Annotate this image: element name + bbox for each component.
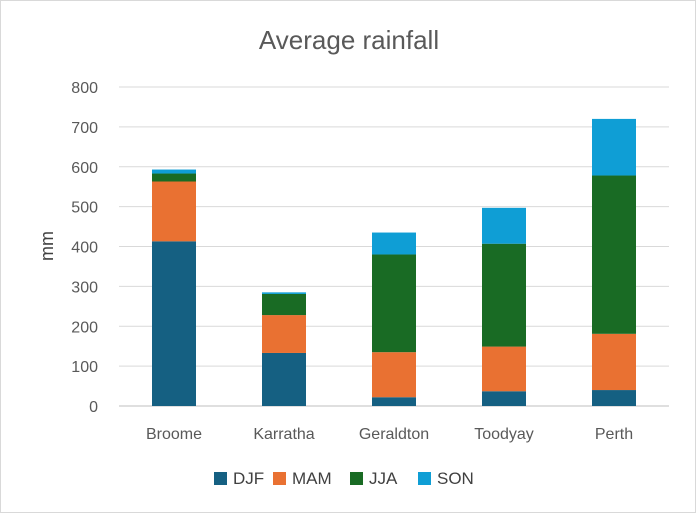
bar-djf-toodyay <box>482 391 526 406</box>
bar-son-geraldton <box>372 232 416 255</box>
bar-mam-perth <box>592 333 636 391</box>
y-tick-label: 200 <box>71 319 98 336</box>
bar-son-broome <box>152 169 196 174</box>
legend-swatch-son <box>418 472 431 485</box>
bar-djf-geraldton <box>372 397 416 406</box>
y-tick-label: 600 <box>71 160 98 177</box>
x-tick-label: Geraldton <box>359 426 429 443</box>
y-tick-label: 800 <box>71 80 98 97</box>
bar-jja-perth <box>592 175 636 334</box>
y-axis-ticks: 0 100 200 300 400 500 600 700 800 <box>71 80 98 416</box>
y-tick-label: 500 <box>71 200 98 217</box>
y-tick-label: 300 <box>71 279 98 296</box>
bar-djf-karratha <box>262 352 306 406</box>
bar-son-toodyay <box>482 207 526 244</box>
x-tick-label: Perth <box>595 426 633 443</box>
bar-jja-karratha <box>262 293 306 316</box>
bar-jja-geraldton <box>372 254 416 353</box>
legend-label-son: SON <box>437 469 474 488</box>
legend-label-djf: DJF <box>233 469 264 488</box>
y-tick-label: 700 <box>71 120 98 137</box>
bar-mam-karratha <box>262 315 306 353</box>
bar-mam-geraldton <box>372 352 416 398</box>
x-tick-label: Karratha <box>253 426 314 443</box>
legend-swatch-djf <box>214 472 227 485</box>
legend-swatch-jja <box>350 472 363 485</box>
legend: DJF MAM JJA SON <box>214 469 474 488</box>
bar-son-karratha <box>262 292 306 294</box>
x-axis-ticks: Broome Karratha Geraldton Toodyay Perth <box>146 426 633 443</box>
x-tick-label: Broome <box>146 426 202 443</box>
y-tick-label: 0 <box>89 399 98 416</box>
bar-mam-broome <box>152 181 196 242</box>
legend-label-mam: MAM <box>292 469 332 488</box>
legend-label-jja: JJA <box>369 469 398 488</box>
bar-mam-toodyay <box>482 346 526 392</box>
x-tick-label: Toodyay <box>474 426 534 443</box>
legend-swatch-mam <box>273 472 286 485</box>
chart-title: Average rainfall <box>259 25 439 55</box>
y-axis-label: mm <box>37 231 57 261</box>
bar-djf-broome <box>152 241 196 406</box>
bar-djf-perth <box>592 390 636 406</box>
y-tick-label: 400 <box>71 240 98 257</box>
y-tick-label: 100 <box>71 359 98 376</box>
bar-son-perth <box>592 118 636 176</box>
bar-jja-toodyay <box>482 243 526 347</box>
bar-jja-broome <box>152 173 196 182</box>
bars <box>152 118 636 406</box>
